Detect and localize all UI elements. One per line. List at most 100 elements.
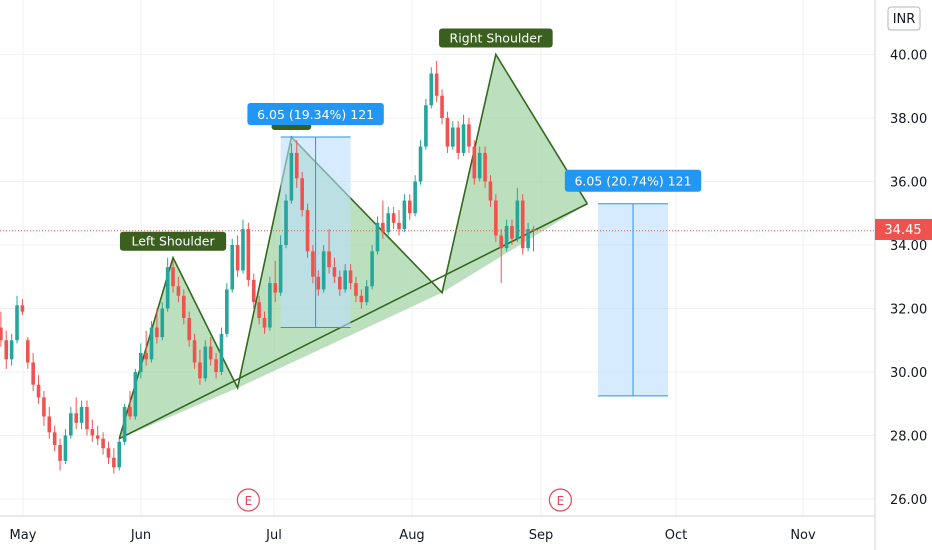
candle <box>187 311 191 347</box>
candle-body <box>160 308 165 338</box>
earnings-event-marker[interactable]: E <box>236 488 260 512</box>
candle-body <box>176 286 181 296</box>
candle-body <box>63 435 68 461</box>
candle <box>42 391 46 426</box>
candle <box>354 276 358 303</box>
candle <box>402 194 407 233</box>
candle-body <box>451 127 455 147</box>
candle-body <box>138 352 143 372</box>
earnings-event-marker[interactable]: E <box>548 488 573 512</box>
candle-body <box>273 283 278 293</box>
candle <box>289 143 294 204</box>
candle <box>526 222 530 252</box>
time-axis[interactable]: May Jun Jul Aug Sep Oct Nov <box>0 515 875 543</box>
candle <box>85 400 89 436</box>
candle <box>192 333 197 369</box>
candle <box>144 330 148 366</box>
y-tick-label: 30.00 <box>890 366 927 381</box>
candle <box>112 448 116 474</box>
candle-body <box>101 438 105 449</box>
candle-body <box>483 152 487 182</box>
candle-body <box>47 416 52 433</box>
candle-body <box>294 152 299 179</box>
measure-label-text: 6.05 (19.34%) 121 <box>257 107 374 122</box>
candle-body <box>477 152 482 179</box>
candle <box>472 140 477 185</box>
candle <box>251 273 256 309</box>
candle-body <box>343 270 347 290</box>
candle <box>208 337 213 366</box>
candle <box>311 245 315 284</box>
candle <box>461 114 466 157</box>
x-tick-label: May <box>10 528 37 543</box>
candle <box>321 245 326 293</box>
candle <box>117 438 122 471</box>
candle-body <box>407 200 412 214</box>
candle <box>445 111 450 153</box>
measure-label-bg <box>247 103 384 126</box>
candle-body <box>364 286 369 303</box>
candle <box>122 403 127 446</box>
candle <box>63 429 68 465</box>
candle <box>182 289 186 325</box>
measure-label: 6.05 (20.74%) 121 <box>564 169 702 192</box>
x-tick-label: Jul <box>265 528 282 543</box>
candle <box>230 238 235 293</box>
event-marker-label: E <box>245 494 253 508</box>
candle <box>397 210 401 236</box>
candle <box>370 245 374 290</box>
candle-body <box>397 222 401 230</box>
candle-body <box>311 251 315 277</box>
candle-body <box>316 276 321 290</box>
candle <box>424 98 428 150</box>
candle-body <box>203 346 208 379</box>
candle-body <box>208 346 213 360</box>
candle-body <box>440 95 444 118</box>
candle <box>364 279 369 306</box>
candle-body <box>467 124 471 147</box>
candle-body <box>149 327 154 360</box>
candle-body <box>230 245 235 290</box>
candle-body <box>192 340 197 363</box>
candle-body <box>305 210 310 252</box>
candle <box>138 343 143 379</box>
candle-body <box>42 397 46 417</box>
candle-body <box>375 222 380 252</box>
candle <box>386 206 391 236</box>
candle-body <box>300 178 304 211</box>
candle-body <box>526 229 530 249</box>
currency-button[interactable]: INR <box>887 6 921 31</box>
neckline <box>118 203 588 440</box>
candle <box>235 235 240 277</box>
event-marker-label: E <box>557 494 565 508</box>
last-price-badge: 34.45 <box>875 219 932 240</box>
candle-body <box>79 406 84 423</box>
currency-button-label: INR <box>893 12 916 27</box>
price-axis[interactable]: 26.00 28.00 30.00 32.00 34.00 36.00 38.00 40.00 <box>874 0 927 550</box>
candle <box>305 203 310 258</box>
candle-body <box>187 318 191 341</box>
candle-body <box>241 229 245 271</box>
candle-body <box>15 305 19 341</box>
candle <box>203 340 208 382</box>
candle-body <box>321 251 326 290</box>
candle <box>300 171 304 217</box>
candle <box>241 219 245 274</box>
candle <box>278 235 283 296</box>
grid-lines <box>0 0 875 516</box>
candle-body <box>106 448 111 458</box>
candle <box>246 222 251 287</box>
candle-body <box>370 251 374 287</box>
candle <box>332 257 337 284</box>
event-marker-circle <box>236 488 260 512</box>
candle-body <box>504 225 509 249</box>
candle-body <box>434 73 439 96</box>
candle-body <box>348 270 353 284</box>
candle-body <box>117 441 122 468</box>
x-tick-label: Jun <box>130 528 151 543</box>
candle-body <box>219 333 224 372</box>
candle <box>58 438 62 471</box>
measurement-boxes[interactable] <box>280 136 668 397</box>
